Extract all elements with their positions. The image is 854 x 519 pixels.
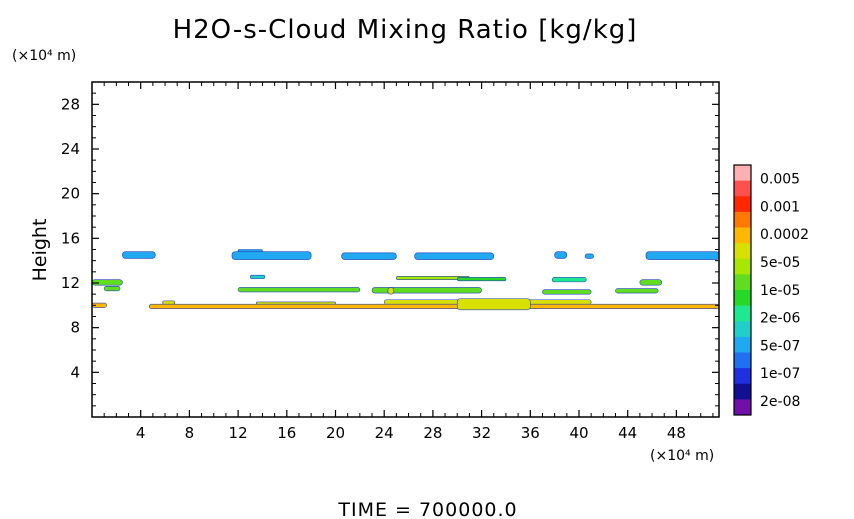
- colorbar-swatch-11: [734, 336, 751, 353]
- x-tick-label-1: 8: [185, 424, 195, 442]
- chart-title: H2O-s-Cloud Mixing Ratio [kg/kg]: [173, 15, 638, 45]
- colorbar: 0.005 0.001 0.0002 5e-05 1e-05 2e-06 5e-07 1e-0…: [733, 164, 809, 416]
- colorbar-swatch-12: [734, 352, 751, 369]
- cloud-region-7: [103, 286, 121, 292]
- colorbar-label-6: 5e-07: [760, 338, 800, 354]
- x-axis-unit: (×10⁴ m): [650, 448, 714, 464]
- colorbar-swatch-2: [734, 196, 751, 213]
- colorbar-label-0: 0.005: [760, 172, 800, 188]
- y-tick-label-3: 16: [61, 229, 80, 247]
- cloud-region-13: [639, 279, 663, 286]
- x-tick-label-4: 20: [326, 424, 345, 442]
- cloud-region-22: [414, 252, 495, 260]
- cloud-region-23: [554, 251, 568, 259]
- cloud-region-3: [256, 301, 336, 305]
- y-axis-ticks: 4 8 12 16 20 24 28: [61, 92, 719, 407]
- cloud-region-17: [249, 274, 266, 279]
- cloud-region-15: [387, 287, 395, 295]
- colorbar-swatch-0: [734, 165, 751, 182]
- y-tick-label-0: 4: [70, 363, 80, 381]
- colorbar-label-7: 1e-07: [760, 366, 800, 382]
- colorbar-swatch-13: [734, 368, 751, 385]
- cloud-region-2: [162, 300, 176, 305]
- cloud-region-18: [122, 251, 156, 259]
- cloud-region-24: [584, 253, 594, 259]
- cloud-region-11: [542, 289, 592, 295]
- x-tick-label-0: 4: [136, 424, 146, 442]
- cloud-region-1: [148, 303, 720, 309]
- x-tick-label-6: 28: [423, 424, 442, 442]
- colorbar-swatch-6: [734, 258, 751, 275]
- cloud-region-20: [237, 249, 263, 253]
- y-tick-label-6: 28: [61, 95, 80, 113]
- cloud-region-16: [551, 277, 587, 283]
- colorbar-swatch-9: [734, 305, 751, 322]
- colorbar-swatch-7: [734, 274, 751, 291]
- colorbar-swatch-14: [734, 383, 751, 400]
- x-tick-label-3: 16: [277, 424, 296, 442]
- cloud-regions: [91, 249, 720, 311]
- colorbar-swatch-15: [734, 399, 751, 416]
- y-axis-label: Height: [29, 219, 51, 282]
- colorbar-swatch-10: [734, 321, 751, 338]
- colorbar-label-3: 5e-05: [760, 255, 800, 271]
- x-tick-label-10: 44: [618, 424, 637, 442]
- time-label: TIME = 700000.0: [337, 499, 517, 519]
- cloud-region-8: [237, 287, 361, 293]
- colorbar-swatch-1: [734, 180, 751, 197]
- cloud-region-9: [371, 287, 482, 294]
- colorbar-swatch-5: [734, 243, 751, 260]
- x-tick-label-9: 40: [569, 424, 588, 442]
- y-tick-label-2: 12: [61, 274, 80, 292]
- cloud-region-14: [456, 277, 507, 282]
- y-tick-label-1: 8: [70, 319, 80, 337]
- colorbar-swatch-4: [734, 227, 751, 244]
- colorbar-label-5: 2e-06: [760, 311, 800, 327]
- cloud-region-19: [231, 251, 312, 260]
- y-axis-unit: (×10⁴ m): [12, 48, 76, 64]
- cloud-region-5: [456, 298, 531, 311]
- cloud-region-25: [645, 251, 720, 260]
- cloud-region-12: [615, 288, 659, 294]
- x-tick-label-7: 32: [472, 424, 491, 442]
- y-tick-label-5: 24: [61, 140, 80, 158]
- x-axis-ticks: 4 8 12 16 20 24 28 32 36 40 44 48: [103, 82, 714, 442]
- x-tick-label-8: 36: [521, 424, 540, 442]
- colorbar-label-2: 0.0002: [760, 227, 809, 243]
- x-tick-label-5: 24: [375, 424, 394, 442]
- y-tick-label-4: 20: [61, 185, 80, 203]
- colorbar-label-8: 2e-08: [760, 394, 800, 410]
- x-tick-label-2: 12: [229, 424, 248, 442]
- colorbar-swatch-8: [734, 290, 751, 307]
- colorbar-label-4: 1e-05: [760, 283, 800, 299]
- colorbar-swatch-3: [734, 211, 751, 228]
- colorbar-label-1: 0.001: [760, 199, 800, 215]
- plot-frame: [91, 81, 720, 418]
- x-tick-label-11: 48: [667, 424, 686, 442]
- cloud-region-21: [341, 252, 397, 260]
- colorbar-frame: [733, 164, 752, 416]
